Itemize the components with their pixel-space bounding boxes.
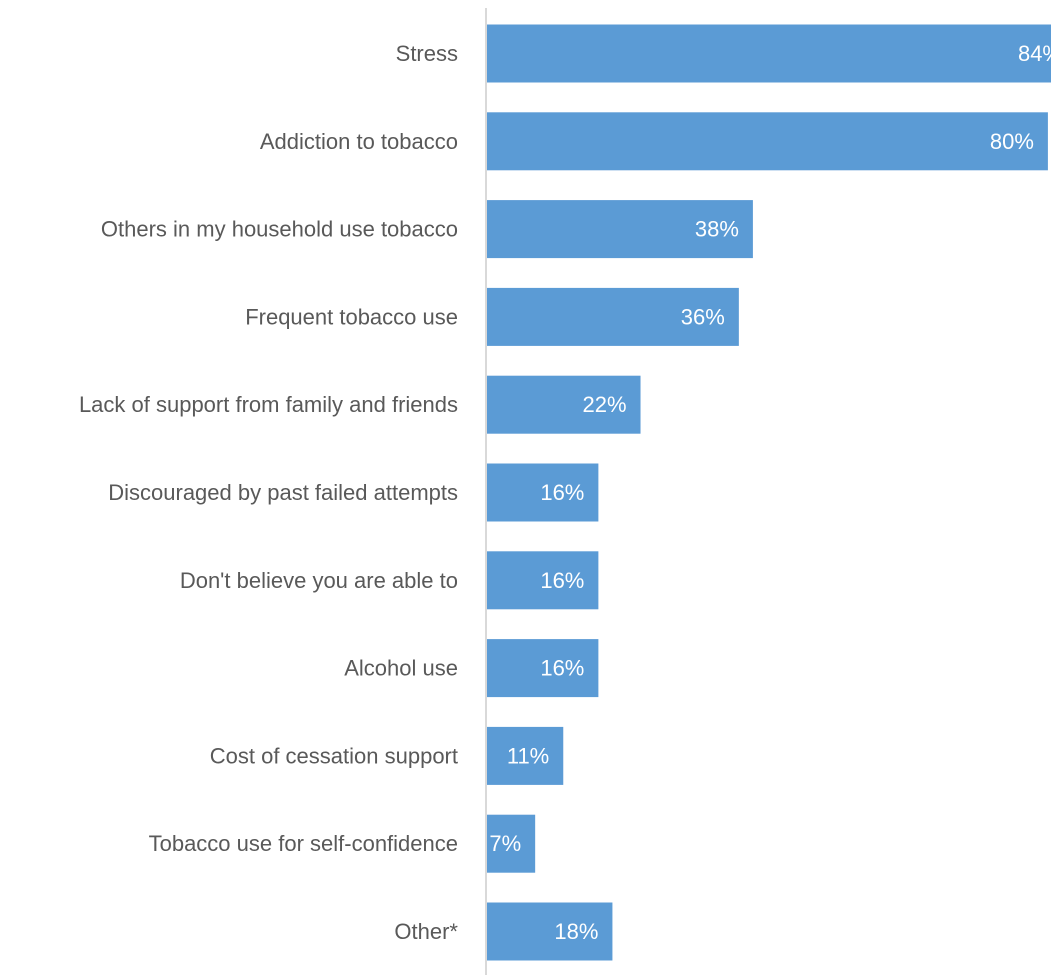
- bar: [486, 551, 599, 610]
- category-label: Don't believe you are able to: [180, 568, 458, 593]
- category-label: Alcohol use: [344, 656, 458, 681]
- category-labels-group: Stress Addiction to tobacco Others in my h…: [79, 41, 458, 944]
- category-label: Cost of cessation support: [210, 743, 458, 768]
- bar: [486, 200, 753, 259]
- category-label: Lack of support from family and friends: [79, 392, 458, 417]
- bar: [486, 24, 1051, 83]
- value-label: 18%: [554, 919, 598, 944]
- value-label: 11%: [507, 743, 549, 768]
- value-label: 16%: [540, 656, 584, 681]
- category-label: Discouraged by past failed attempts: [108, 480, 458, 505]
- bars-group: [486, 24, 1051, 961]
- bar: [486, 902, 613, 961]
- value-labels-group: 84% 80% 38% 36% 22% 16% 16% 16% 11% 7% 18%: [489, 41, 1051, 944]
- value-label: 36%: [681, 304, 725, 329]
- value-label: 7%: [489, 831, 521, 856]
- category-label: Tobacco use for self-confidence: [149, 831, 458, 856]
- bar: [486, 814, 536, 873]
- bar: [486, 112, 1048, 171]
- category-label: Others in my household use tobacco: [101, 217, 458, 242]
- value-label: 16%: [540, 480, 584, 505]
- value-label: 22%: [582, 392, 626, 417]
- bar: [486, 639, 599, 698]
- value-label: 80%: [990, 129, 1034, 154]
- value-label: 38%: [695, 217, 739, 242]
- bar: [486, 726, 564, 785]
- value-label: 84%: [1018, 41, 1051, 66]
- value-label: 16%: [540, 568, 584, 593]
- category-label: Addiction to tobacco: [260, 129, 458, 154]
- category-label: Other*: [394, 919, 458, 944]
- category-label: Stress: [396, 41, 458, 66]
- category-label: Frequent tobacco use: [245, 304, 458, 329]
- bar: [486, 375, 641, 434]
- bar: [486, 463, 599, 522]
- bar: [486, 287, 739, 346]
